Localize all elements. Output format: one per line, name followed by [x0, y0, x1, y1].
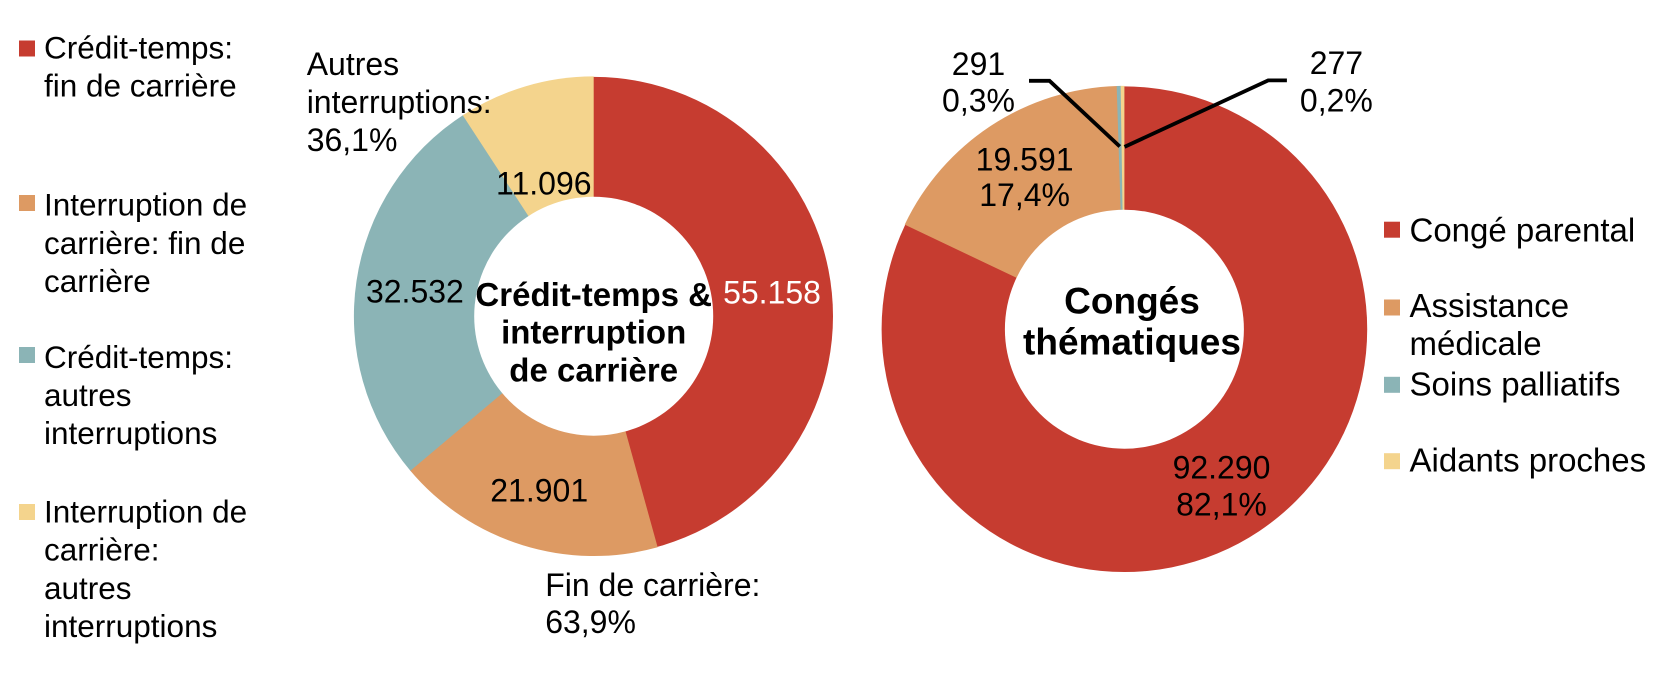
svg-text:11.096: 11.096 [496, 165, 592, 201]
svg-text:21.901: 21.901 [490, 473, 588, 509]
svg-text:Congé parental: Congé parental [1410, 212, 1636, 249]
svg-text:Fin de carrière:63,9%: Fin de carrière: 63,9% [545, 567, 760, 640]
svg-text:Aidants proches: Aidants proches [1410, 442, 1647, 479]
svg-text:32.532: 32.532 [366, 274, 464, 310]
svg-text:55.158: 55.158 [723, 275, 821, 311]
svg-text:Soins palliatifs: Soins palliatifs [1410, 365, 1621, 402]
svg-text:Crédit-temps:fin de carrière: Crédit-temps: fin de carrière [44, 29, 237, 103]
